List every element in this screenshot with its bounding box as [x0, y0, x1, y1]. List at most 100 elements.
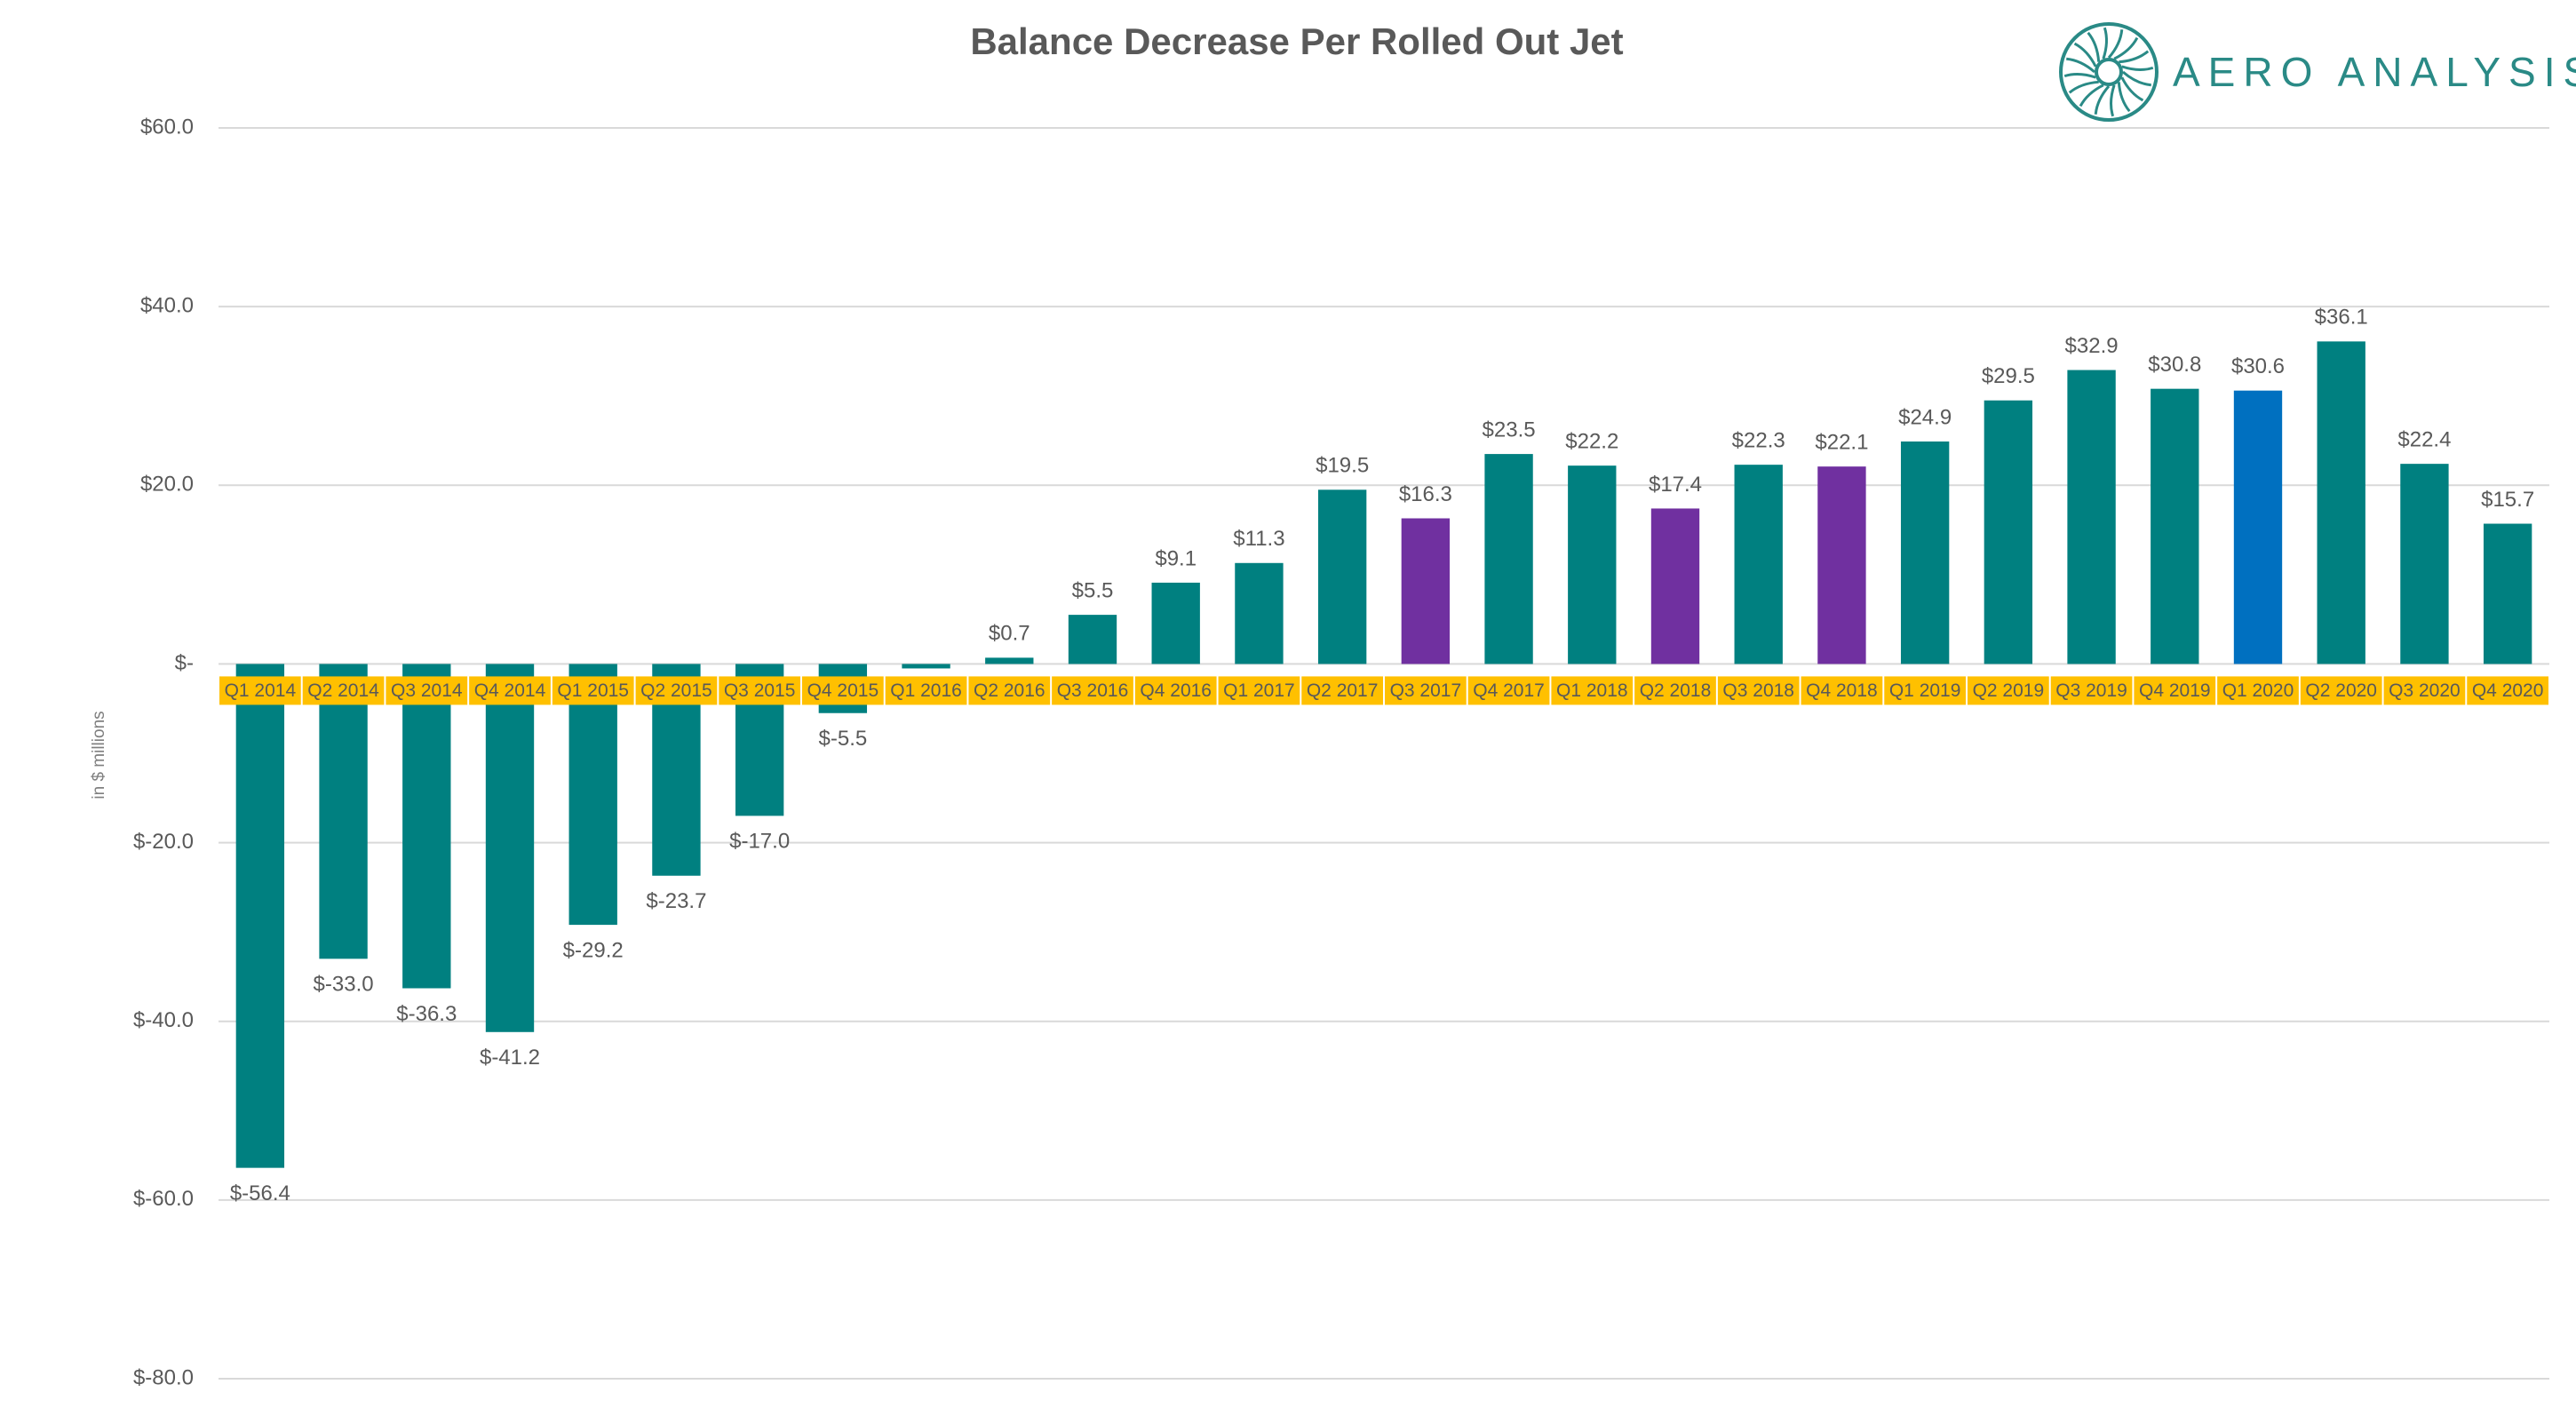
- category-label-bg: [1968, 676, 2049, 705]
- category-label-bg: [1134, 676, 1217, 705]
- bar: [1568, 465, 1617, 664]
- bar: [485, 664, 535, 1032]
- logo-spoke: [2120, 76, 2144, 102]
- data-label: $17.4: [1649, 473, 1702, 497]
- data-label: $23.5: [1483, 418, 1536, 442]
- category-label-bg: [2050, 676, 2133, 705]
- x-tick-label: Q3 2017: [1390, 680, 1462, 701]
- category-label-bg: [1551, 676, 1634, 705]
- bar: [1401, 518, 1451, 664]
- bar: [1317, 489, 1367, 664]
- logo: [2059, 22, 2159, 122]
- category-label-bg: [719, 676, 800, 705]
- category-label-bg: [302, 676, 385, 705]
- bar: [1900, 442, 1950, 664]
- category-label-bg: [1467, 676, 1550, 705]
- category-label-bg: [885, 676, 967, 705]
- category-label-bg: [968, 676, 1051, 705]
- x-tick-label: Q2 2016: [974, 680, 1046, 701]
- y-tick-label: $-: [175, 651, 194, 675]
- x-tick-label: Q1 2020: [2222, 680, 2294, 701]
- x-tick-label: Q4 2018: [1806, 680, 1878, 701]
- bar: [1151, 582, 1200, 664]
- category-label-bg: [2134, 676, 2216, 705]
- x-tick-label: Q2 2014: [307, 680, 379, 701]
- category-label-bg: [1385, 676, 1467, 705]
- data-label: $-41.2: [480, 1046, 540, 1070]
- logo-spoke: [2113, 36, 2139, 60]
- bar: [1817, 466, 1866, 664]
- data-label: $-36.3: [396, 1002, 457, 1026]
- x-tick-label: Q4 2016: [1140, 680, 1212, 701]
- category-label-bg: [2467, 676, 2548, 705]
- bar: [235, 664, 285, 1168]
- x-tick-label: Q4 2019: [2139, 680, 2211, 701]
- bar: [1650, 508, 1700, 664]
- data-label: $30.6: [2231, 354, 2285, 378]
- logo-spoke: [2094, 85, 2111, 115]
- category-label-bg: [469, 676, 551, 705]
- bar: [2067, 370, 2116, 664]
- logo-spoke: [2122, 70, 2151, 87]
- logo-spoke: [2110, 84, 2116, 117]
- bar: [319, 664, 368, 959]
- category-label-bg: [2217, 676, 2299, 705]
- data-label: $32.9: [2065, 334, 2119, 358]
- x-tick-label: Q3 2018: [1722, 680, 1794, 701]
- logo-spoke: [2119, 50, 2150, 64]
- bar: [1984, 400, 2033, 664]
- category-label-bg: [1717, 676, 1800, 705]
- x-tick-label: Q2 2019: [1973, 680, 2045, 701]
- y-tick-label: $20.0: [140, 473, 194, 497]
- data-label: $0.7: [989, 622, 1030, 646]
- x-tick-label: Q4 2017: [1473, 680, 1545, 701]
- category-label-bg: [386, 676, 468, 705]
- x-tick-label: Q1 2017: [1223, 680, 1295, 701]
- bar: [1235, 562, 1284, 664]
- logo-spoke: [2068, 80, 2099, 94]
- x-tick-label: Q1 2019: [1889, 680, 1961, 701]
- y-axis-title: in $ millions: [90, 711, 108, 799]
- bar: [1734, 465, 1783, 664]
- x-tick-label: Q2 2018: [1640, 680, 1712, 701]
- category-label-bg: [1218, 676, 1300, 705]
- data-label: $-17.0: [729, 830, 790, 854]
- y-tick-label: $-20.0: [133, 830, 194, 854]
- x-tick-label: Q2 2017: [1307, 680, 1379, 701]
- logo-hub: [2095, 58, 2123, 86]
- x-tick-label: Q4 2014: [474, 680, 546, 701]
- logo-spoke: [2073, 42, 2097, 68]
- category-label-bg: [2300, 676, 2382, 705]
- x-tick-label: Q3 2015: [724, 680, 796, 701]
- bar: [1068, 615, 1117, 664]
- data-label: $-5.5: [819, 727, 868, 751]
- data-label: $-33.0: [314, 973, 374, 997]
- x-tick-label: Q2 2015: [640, 680, 712, 701]
- bar: [402, 664, 451, 989]
- logo-text: AERO ANALYSIS: [2173, 49, 2576, 95]
- x-tick-label: Q3 2016: [1057, 680, 1129, 701]
- x-tick-label: Q4 2015: [807, 680, 879, 701]
- category-label-bg: [219, 676, 301, 705]
- logo-spoke: [2066, 57, 2095, 74]
- category-label-bg: [2383, 676, 2466, 705]
- logo-spoke: [2117, 82, 2131, 113]
- data-label: $-56.4: [230, 1181, 290, 1205]
- logo-spoke: [2079, 84, 2104, 107]
- bar: [2233, 390, 2283, 664]
- logo-spoke: [2087, 31, 2101, 62]
- logo-spoke: [2121, 65, 2154, 71]
- category-label-bg: [1052, 676, 1133, 705]
- x-tick-label: Q3 2019: [2055, 680, 2127, 701]
- logo-spoke: [2063, 73, 2096, 79]
- bar: [568, 664, 617, 926]
- bar: [1484, 454, 1533, 664]
- bar: [2151, 388, 2199, 664]
- bar: [2483, 523, 2532, 664]
- y-tick-label: $-40.0: [133, 1008, 194, 1032]
- data-label: $36.1: [2315, 306, 2368, 330]
- y-tick-label: $-60.0: [133, 1187, 194, 1211]
- bar: [2400, 464, 2449, 664]
- y-tick-label: $40.0: [140, 293, 194, 317]
